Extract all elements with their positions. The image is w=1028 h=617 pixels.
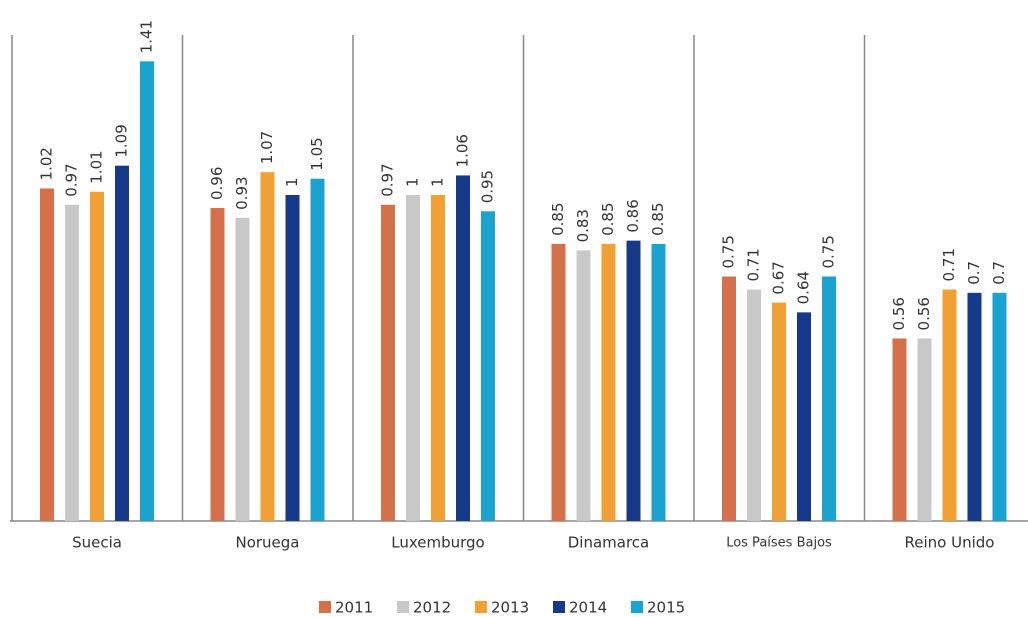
bar — [90, 191, 104, 522]
value-label: 1.09 — [113, 124, 131, 157]
value-label: 1.41 — [138, 20, 156, 53]
bar — [747, 289, 761, 521]
bar — [40, 188, 54, 522]
value-label: 1.05 — [308, 137, 326, 170]
x-tick-label: Noruega — [235, 534, 299, 552]
bar — [822, 276, 836, 521]
bar — [651, 243, 666, 521]
bar — [235, 217, 250, 521]
x-tick-label: Luxemburgo — [391, 534, 485, 552]
value-label: 0.75 — [720, 235, 738, 268]
legend-swatch — [397, 601, 409, 613]
legend-swatch — [475, 601, 487, 613]
value-label: 1.01 — [88, 150, 106, 183]
value-label: 0.7 — [965, 261, 983, 285]
bar — [115, 165, 129, 521]
value-label: 1.06 — [454, 134, 472, 167]
legend-label: 2013 — [491, 599, 529, 617]
value-label: 0.93 — [233, 176, 251, 209]
x-tick-label: Suecia — [72, 534, 122, 552]
legend-label: 2015 — [647, 599, 685, 617]
bar — [210, 208, 225, 522]
bar — [992, 292, 1007, 521]
bar — [626, 240, 641, 521]
value-label: 1 — [404, 177, 422, 187]
bar — [576, 250, 591, 522]
x-tick-label: Los Países Bajos — [726, 536, 832, 551]
bar — [797, 312, 811, 521]
value-label: 0.95 — [479, 170, 497, 203]
bar — [431, 195, 445, 521]
bar — [381, 204, 395, 521]
x-tick-label: Dinamarca — [568, 534, 650, 552]
value-label: 0.97 — [63, 163, 81, 196]
value-label: 0.71 — [940, 248, 958, 281]
legend-label: 2014 — [569, 599, 607, 617]
value-label: 0.83 — [574, 209, 592, 242]
bar — [65, 204, 79, 521]
value-label: 0.86 — [624, 199, 642, 232]
value-label: 0.56 — [915, 297, 933, 330]
value-label: 0.56 — [890, 297, 908, 330]
value-label: 0.7 — [990, 261, 1008, 285]
x-tick-label: Reino Unido — [905, 534, 995, 552]
bar — [917, 338, 932, 521]
bar — [456, 175, 470, 521]
bar — [601, 243, 616, 521]
bar — [967, 292, 982, 521]
legend-label: 2011 — [335, 599, 373, 617]
bar — [722, 276, 736, 521]
legend-label: 2012 — [413, 599, 451, 617]
bar — [551, 243, 566, 521]
value-label: 0.96 — [208, 167, 226, 200]
value-label: 0.85 — [599, 202, 617, 235]
legend-swatch — [553, 601, 565, 613]
legend-swatch — [631, 601, 643, 613]
bar — [406, 195, 420, 521]
value-label: 0.85 — [649, 202, 667, 235]
value-label: 1.02 — [38, 147, 56, 180]
bar — [140, 61, 154, 522]
value-label: 0.85 — [549, 202, 567, 235]
value-label: 0.64 — [795, 271, 813, 304]
value-label: 1 — [429, 177, 447, 187]
bar — [892, 338, 907, 521]
value-label: 1 — [283, 177, 301, 187]
bar — [942, 289, 957, 521]
legend-swatch — [319, 601, 331, 613]
value-label: 0.97 — [379, 163, 397, 196]
value-label: 0.71 — [745, 248, 763, 281]
value-label: 0.67 — [770, 261, 788, 294]
bar — [310, 178, 325, 521]
value-label: 1.07 — [258, 131, 276, 164]
bar — [260, 172, 275, 521]
value-label: 0.75 — [820, 235, 838, 268]
bar — [772, 302, 786, 521]
bar — [285, 195, 300, 521]
bar — [481, 211, 495, 522]
